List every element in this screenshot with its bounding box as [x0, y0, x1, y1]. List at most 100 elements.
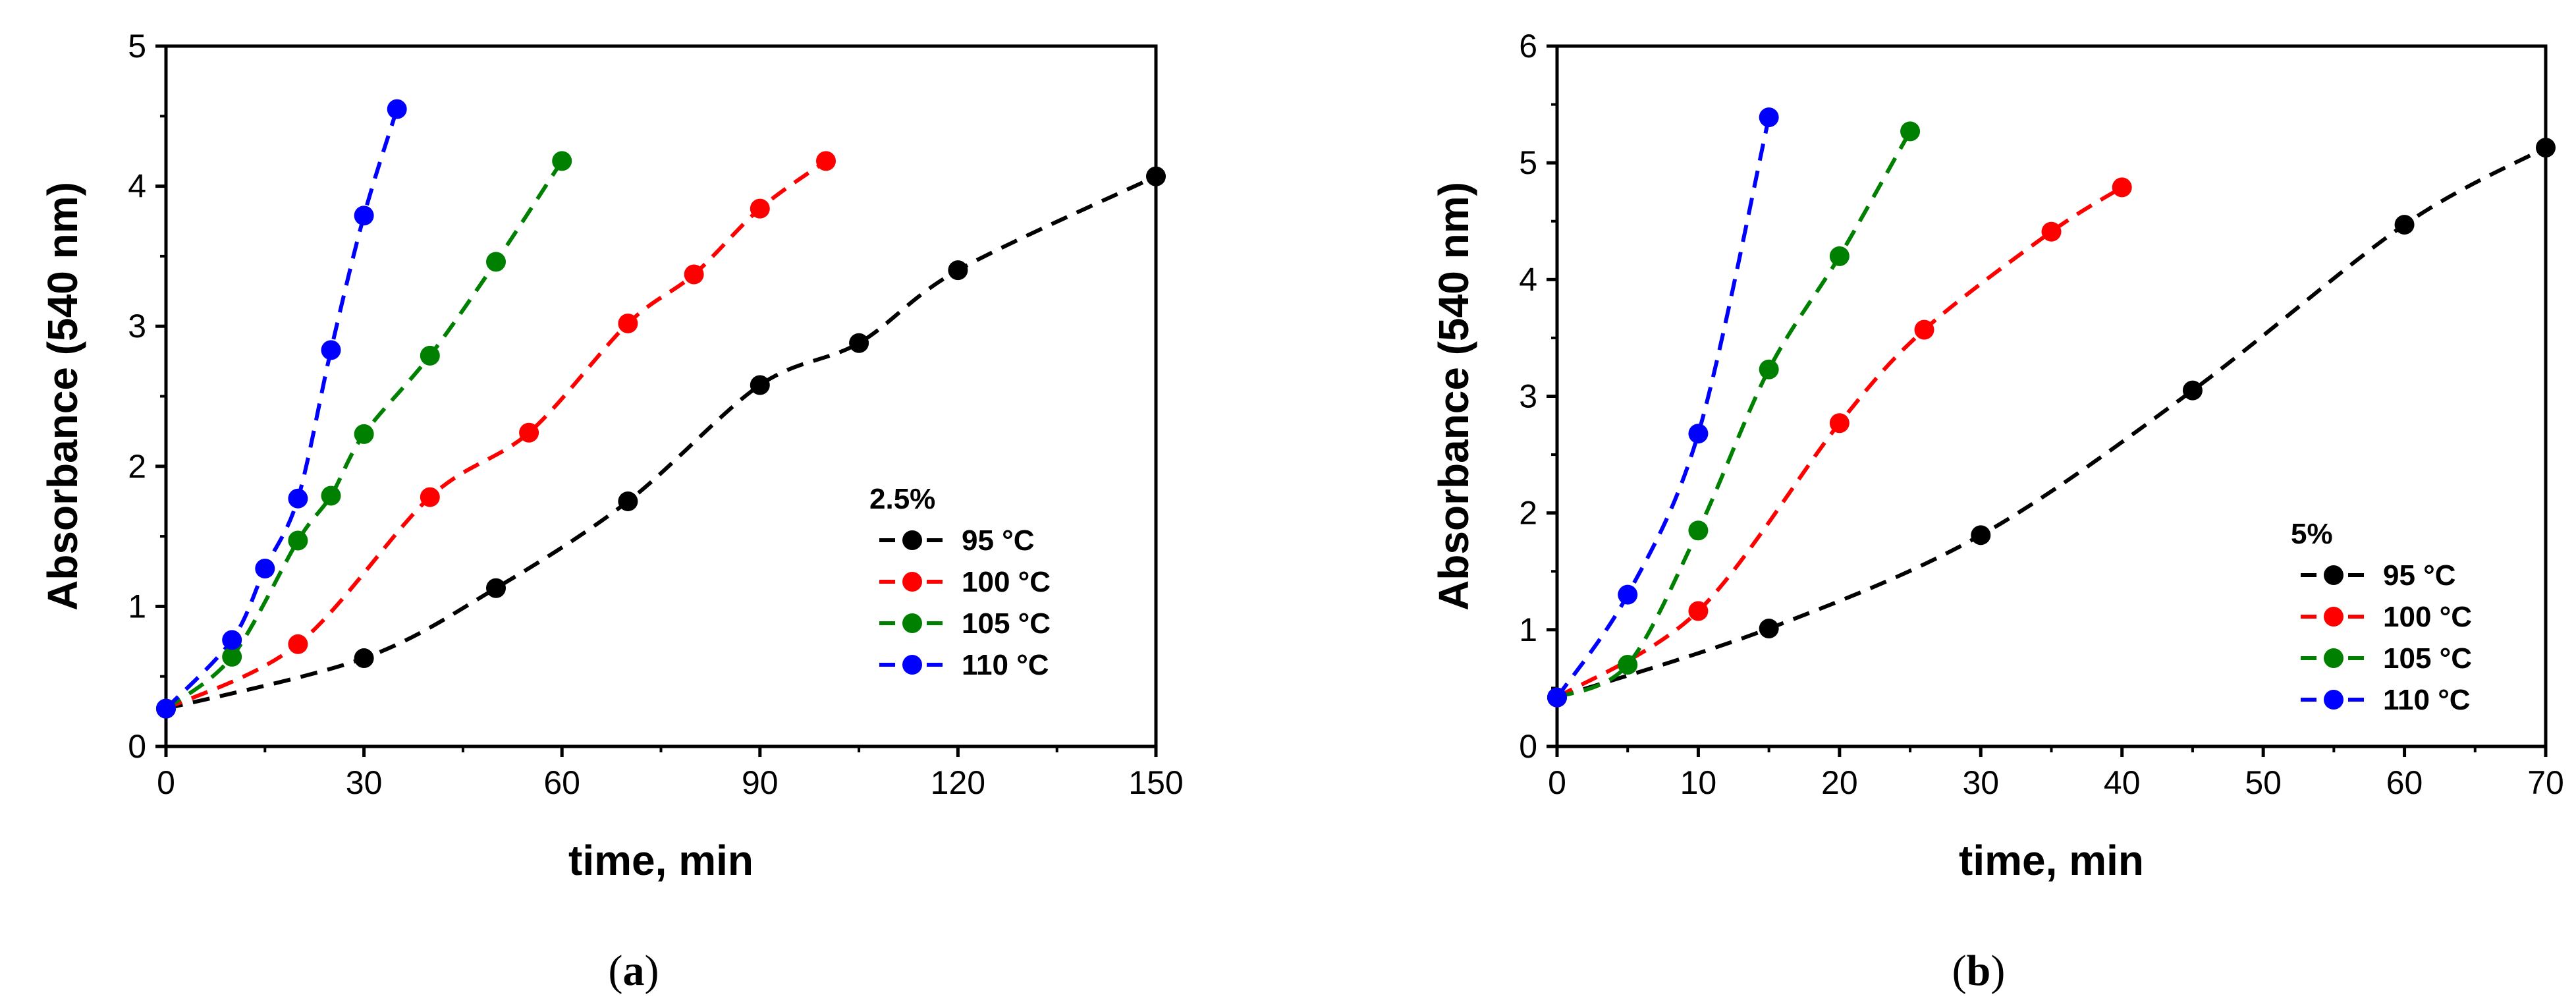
data-point-series-3	[486, 252, 506, 272]
legend-marker	[2324, 648, 2343, 668]
x-tick-label: 50	[2245, 764, 2282, 801]
y-tick-label: 5	[128, 28, 146, 65]
legend: 5% 95 °C 100 °C 105 °C 110 °C	[2291, 518, 2472, 716]
chart-panel-1: 0 30 60 90 120 150 0 1 2 3 4 5 time, min Absorbance (…	[39, 28, 1184, 995]
data-point-series-2	[288, 634, 308, 654]
data-point-series-1	[2536, 138, 2556, 158]
legend-label: 100 °C	[2383, 601, 2472, 633]
data-point-series-4	[288, 488, 308, 509]
data-point-series-1	[618, 491, 638, 511]
legend-marker	[2324, 607, 2343, 627]
data-point-series-3	[321, 486, 341, 506]
x-tick-label: 150	[1128, 764, 1183, 801]
x-tick-label: 30	[346, 764, 383, 801]
data-point-series-2	[519, 422, 539, 443]
panel-caption: (b)	[1952, 947, 2006, 995]
data-point-series-3	[1618, 654, 1638, 675]
data-point-series-1	[354, 648, 374, 669]
data-point-series-2	[816, 151, 836, 171]
x-tick-label: 120	[931, 764, 985, 801]
series-line-2	[165, 159, 827, 711]
data-point-series-3	[1829, 246, 1850, 266]
y-tick-label: 0	[1519, 728, 1537, 765]
x-tick-label: 0	[1548, 764, 1566, 801]
legend-title: 2.5%	[869, 483, 935, 515]
series-line-4	[164, 108, 399, 710]
series-line-4	[1555, 117, 1771, 699]
data-point-series-1	[1146, 166, 1166, 186]
x-axis-title: time, min	[568, 837, 754, 884]
data-point-series-1	[486, 578, 506, 598]
legend-marker	[2324, 690, 2343, 710]
data-point-series-2	[1829, 413, 1850, 433]
y-tick-label: 1	[1519, 611, 1537, 648]
legend-label: 105 °C	[2383, 642, 2472, 675]
data-point-series-3	[1759, 359, 1779, 379]
x-tick-label: 60	[543, 764, 580, 801]
legend-marker	[2324, 565, 2343, 585]
data-point-series-2	[1688, 601, 1709, 621]
data-point-series-4	[1688, 424, 1709, 444]
data-point-series-1	[750, 375, 770, 395]
y-tick-label: 1	[128, 588, 146, 625]
legend-marker	[902, 613, 922, 633]
data-point-series-4	[387, 99, 407, 119]
legend-label: 95 °C	[962, 524, 1035, 557]
data-point-series-2	[618, 313, 638, 333]
data-point-series-4	[156, 698, 176, 719]
data-point-series-1	[2182, 380, 2203, 401]
y-tick-label: 2	[128, 448, 146, 485]
data-point-series-3	[1900, 121, 1921, 142]
data-point-series-2	[2041, 221, 2062, 242]
data-point-series-1	[1759, 619, 1779, 639]
data-point-series-2	[750, 198, 770, 219]
legend-title: 5%	[2291, 518, 2333, 550]
x-tick-label: 40	[2104, 764, 2141, 801]
series-line-3	[1556, 130, 1912, 700]
data-point-series-1	[2394, 215, 2415, 235]
data-point-series-3	[354, 424, 374, 444]
x-tick-label: 30	[1962, 764, 1999, 801]
y-tick-label: 0	[128, 728, 146, 765]
data-point-series-3	[420, 345, 440, 366]
data-point-series-2	[2112, 177, 2132, 198]
legend-label: 110 °C	[962, 649, 1049, 681]
x-tick-label: 70	[2527, 764, 2564, 801]
legend-label: 100 °C	[962, 566, 1051, 598]
legend-marker	[902, 655, 922, 675]
data-point-series-1	[849, 333, 869, 353]
data-point-series-2	[684, 264, 704, 285]
legend-label: 110 °C	[2383, 684, 2471, 716]
data-point-series-3	[552, 151, 572, 171]
x-tick-label: 60	[2386, 764, 2423, 801]
y-tick-label: 5	[1519, 144, 1537, 181]
x-tick-label: 10	[1680, 764, 1717, 801]
y-axis-title: Absorbance (540 nm)	[39, 182, 86, 611]
data-point-series-4	[1547, 687, 1567, 708]
data-point-series-4	[354, 206, 374, 226]
data-point-series-2	[1914, 320, 1934, 340]
data-point-series-3	[222, 646, 242, 667]
x-tick-label: 20	[1821, 764, 1858, 801]
plot-frame	[1555, 44, 2548, 748]
legend-marker	[902, 572, 922, 592]
panel-caption: (a)	[609, 947, 659, 995]
data-point-series-4	[255, 558, 275, 578]
x-tick-label: 90	[742, 764, 779, 801]
y-tick-label: 4	[128, 168, 146, 205]
data-point-series-4	[222, 630, 242, 650]
plot-frame	[164, 44, 1158, 748]
y-tick-label: 6	[1519, 28, 1537, 65]
y-tick-label: 3	[128, 308, 146, 345]
y-tick-label: 4	[1519, 261, 1537, 298]
data-point-series-4	[321, 340, 341, 360]
data-point-series-3	[1688, 520, 1709, 541]
data-point-series-3	[288, 530, 308, 551]
legend-label: 95 °C	[2383, 559, 2456, 592]
x-tick-label: 0	[157, 764, 175, 801]
y-axis-title: Absorbance (540 nm)	[1430, 182, 1477, 611]
legend-label: 105 °C	[962, 607, 1051, 640]
data-point-series-1	[948, 260, 968, 281]
data-point-series-2	[420, 487, 440, 507]
